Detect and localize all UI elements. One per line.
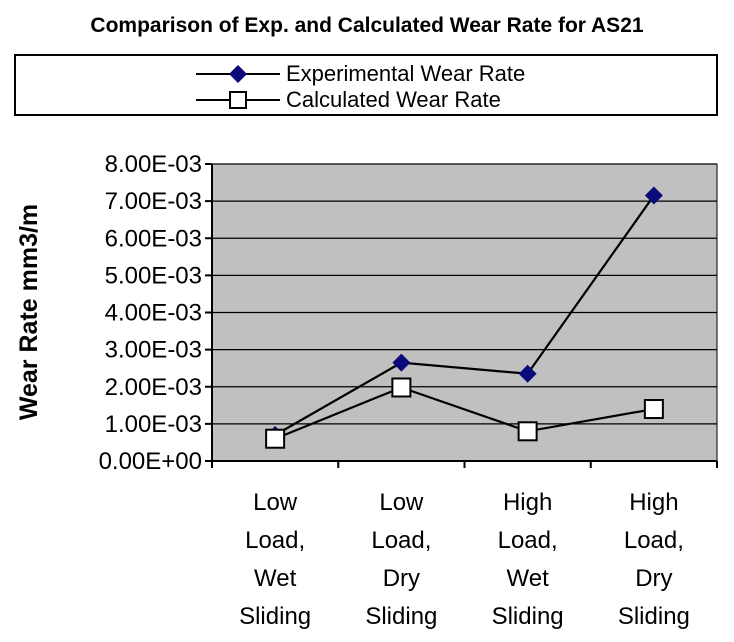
chart-title: Comparison of Exp. and Calculated Wear R… bbox=[90, 14, 644, 37]
legend-swatch-diamond bbox=[196, 65, 280, 83]
legend-swatch-square bbox=[196, 91, 280, 109]
x-category-label: Sliding bbox=[618, 603, 690, 630]
x-category-label: Low bbox=[379, 489, 424, 516]
data-point-diamond bbox=[392, 353, 411, 372]
x-category-label: High bbox=[629, 489, 678, 516]
legend-label-experimental: Experimental Wear Rate bbox=[286, 61, 526, 86]
data-point-square bbox=[391, 377, 412, 398]
legend: Experimental Wear Rate Calculated Wear R… bbox=[14, 54, 718, 116]
x-category-label: Sliding bbox=[492, 603, 564, 630]
x-category-label: Wet bbox=[254, 565, 297, 592]
x-category-label: Load, bbox=[245, 527, 305, 554]
y-tick-label: 1.00E-03 bbox=[105, 411, 202, 438]
x-category-label: Low bbox=[253, 489, 298, 516]
x-category-label: Load, bbox=[498, 527, 558, 554]
data-point-diamond bbox=[644, 186, 663, 205]
legend-label-calculated: Calculated Wear Rate bbox=[286, 87, 501, 112]
legend-item-experimental: Experimental Wear Rate bbox=[196, 61, 525, 87]
x-category-label: Dry bbox=[635, 565, 672, 592]
y-tick-label: 7.00E-03 bbox=[105, 188, 202, 215]
legend-item-calculated: Calculated Wear Rate bbox=[196, 87, 501, 113]
y-tick-label: 2.00E-03 bbox=[105, 374, 202, 401]
x-category-label: Load, bbox=[371, 527, 431, 554]
x-category-label: High bbox=[503, 489, 552, 516]
x-category-label: Dry bbox=[383, 565, 420, 592]
data-point-square bbox=[265, 428, 286, 449]
x-category-label: Load, bbox=[624, 527, 684, 554]
y-tick-label: 4.00E-03 bbox=[105, 300, 202, 327]
series-line-1 bbox=[274, 386, 655, 440]
x-category-label: Wet bbox=[507, 565, 550, 592]
x-category-label: Sliding bbox=[365, 603, 437, 630]
data-point-square bbox=[517, 421, 538, 442]
data-point-diamond bbox=[518, 364, 537, 383]
y-axis-title: Wear Rate mm3/m bbox=[15, 204, 43, 420]
series-line-0 bbox=[274, 194, 655, 436]
y-tick-label: 3.00E-03 bbox=[105, 337, 202, 364]
y-tick-label: 8.00E-03 bbox=[105, 151, 202, 178]
y-tick-label: 6.00E-03 bbox=[105, 225, 202, 252]
y-tick-label: 5.00E-03 bbox=[105, 262, 202, 289]
y-tick-label: 0.00E+00 bbox=[99, 448, 202, 475]
data-point-square bbox=[643, 399, 664, 420]
x-category-label: Sliding bbox=[239, 603, 311, 630]
